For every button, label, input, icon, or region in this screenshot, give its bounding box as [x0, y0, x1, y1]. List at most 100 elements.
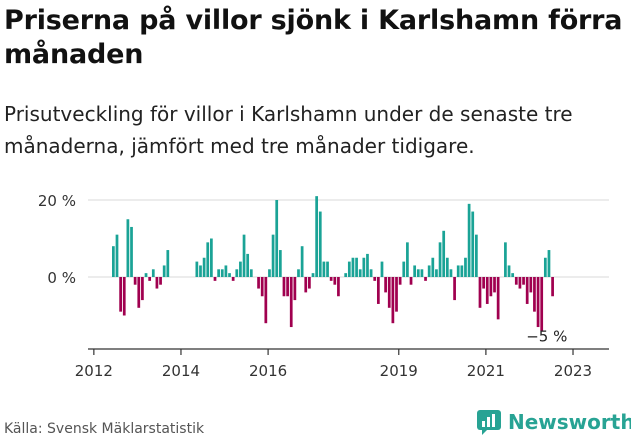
x-tick-label: 2012	[75, 362, 113, 380]
bar	[533, 277, 536, 312]
bar	[427, 265, 431, 277]
bar	[482, 277, 485, 289]
bar	[369, 269, 373, 277]
bar	[133, 277, 137, 285]
bar	[358, 269, 362, 277]
bar	[551, 277, 554, 297]
bar	[286, 277, 289, 297]
bar	[220, 269, 224, 277]
bar	[373, 277, 377, 281]
bar	[529, 277, 533, 293]
bar	[239, 261, 242, 277]
bar	[224, 265, 228, 277]
bar	[543, 257, 547, 277]
bar	[141, 277, 144, 301]
x-tick-label: 2023	[554, 362, 592, 380]
bar	[504, 242, 507, 277]
bar	[416, 269, 420, 277]
bar	[351, 257, 355, 277]
bar	[395, 277, 398, 312]
bar	[413, 265, 417, 277]
bar	[144, 273, 148, 277]
bar	[257, 277, 260, 289]
bar	[355, 257, 358, 277]
x-tick-label: 2014	[162, 362, 200, 380]
last-value-label: −5 %	[526, 327, 567, 345]
bar	[406, 242, 409, 277]
bar	[278, 250, 282, 277]
bar	[471, 211, 475, 277]
bar	[347, 261, 351, 277]
bar	[475, 234, 478, 277]
x-tick-label: 2016	[249, 362, 287, 380]
bar	[485, 277, 489, 304]
source-note: Källa: Svensk Mäklarstatistik	[4, 421, 205, 437]
bar	[380, 261, 384, 277]
bar	[511, 273, 515, 277]
bar	[235, 269, 239, 277]
bar	[489, 277, 493, 297]
bar	[460, 265, 464, 277]
bar	[199, 265, 202, 277]
bar	[493, 277, 496, 293]
bar	[449, 269, 453, 277]
bar	[438, 242, 442, 277]
bar	[518, 277, 522, 289]
bar	[308, 277, 311, 289]
bar	[496, 277, 500, 320]
bar	[456, 265, 460, 277]
newsworthy-icon	[477, 410, 501, 435]
bar	[159, 277, 162, 285]
bar	[271, 234, 275, 277]
chart-subtitle: Prisutveckling för villor i Karlshamn un…	[4, 102, 573, 158]
bar	[453, 277, 456, 301]
x-tick-label: 2021	[467, 362, 505, 380]
x-tick-label: 2019	[380, 362, 418, 380]
bar	[297, 269, 300, 277]
bar	[282, 277, 286, 297]
bar	[366, 253, 369, 277]
bar	[376, 277, 380, 304]
bar	[213, 277, 217, 281]
bar	[264, 277, 268, 324]
bar	[166, 250, 170, 277]
bar	[289, 277, 293, 328]
bar	[522, 277, 525, 285]
bar	[398, 277, 402, 285]
bar	[122, 277, 126, 316]
bar	[514, 277, 518, 285]
chart-title: Priserna på villor sjönk i Karlshamn för…	[4, 5, 623, 70]
bar	[119, 277, 122, 312]
bar	[148, 277, 152, 281]
bar	[202, 257, 206, 277]
bar	[151, 269, 155, 277]
bar	[195, 261, 199, 277]
bar	[260, 277, 264, 297]
bar	[162, 265, 166, 277]
bar	[311, 273, 315, 277]
bar	[126, 219, 130, 277]
bar	[540, 277, 544, 331]
bar	[424, 277, 427, 281]
bar	[402, 261, 406, 277]
bar	[329, 277, 333, 281]
bar	[326, 261, 329, 277]
bar	[242, 234, 246, 277]
bar	[344, 273, 348, 277]
bar	[300, 246, 304, 277]
brand-name: Newsworthy	[508, 410, 631, 434]
bar	[431, 257, 435, 277]
bar	[478, 277, 482, 308]
newsworthy-logo[interactable]: Newsworthy	[476, 409, 631, 435]
bar	[249, 269, 253, 277]
bar	[318, 211, 322, 277]
bar	[315, 196, 319, 277]
bar	[391, 277, 395, 324]
bar	[112, 246, 115, 277]
bar	[337, 277, 340, 297]
bar	[322, 261, 326, 277]
bar	[420, 269, 424, 277]
bar	[333, 277, 337, 285]
bar	[137, 277, 141, 308]
bar	[206, 242, 210, 277]
